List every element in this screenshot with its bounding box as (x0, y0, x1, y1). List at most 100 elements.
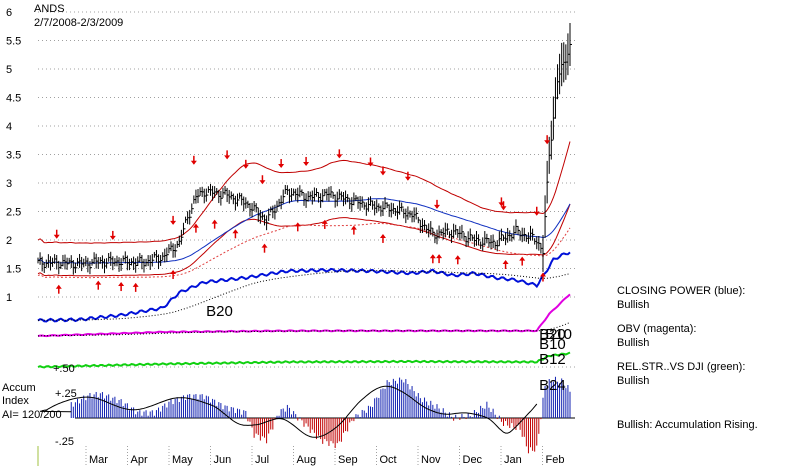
obv-line (37, 293, 571, 338)
price-bar (546, 160, 550, 204)
sell-arrow-head (224, 155, 231, 160)
x-tick-label: Sep (338, 454, 358, 466)
signal-label: B20 (539, 326, 566, 343)
sell-arrow-head (259, 180, 266, 185)
sell-arrow-head (404, 176, 411, 181)
price-bar (544, 195, 548, 238)
legend-label: OBV (magenta): (617, 323, 697, 335)
signal-label: B20 (206, 303, 233, 320)
legend-status: Bullish (617, 375, 650, 387)
y-tick-label: 4 (6, 121, 12, 133)
accum-label-1: Accum (2, 382, 36, 394)
price-bar (43, 262, 47, 273)
price-gridlines (38, 11, 575, 298)
price-bar (106, 258, 109, 269)
price-bar (180, 229, 184, 245)
y-tick-label: 4.5 (6, 93, 21, 105)
x-tick-label: Aug (297, 454, 317, 466)
buy-arrow-head (118, 282, 125, 287)
x-tick-label: May (172, 454, 193, 466)
legend-obv: OBV (magenta): Bullish (617, 322, 696, 350)
closing-power-ma (37, 270, 571, 321)
price-bar (301, 189, 304, 196)
legend-label: REL.STR..VS DJI (green): (617, 361, 746, 373)
chart-subtitle: 2/7/2008-2/3/2009 (34, 17, 123, 29)
price-bar (160, 255, 163, 266)
price-bar (120, 258, 124, 271)
price-bar (523, 227, 527, 242)
sell-arrow-head (109, 235, 116, 240)
price-bar (417, 216, 421, 224)
y-tick-label: 1.5 (6, 264, 21, 276)
time-axis: Mar Apr May Jun Jul Aug Sep Oct Nov Dec Jan Feb (37, 446, 565, 466)
accum-tick-pos: +.25 (55, 388, 77, 400)
signal-label: B12 (539, 351, 566, 368)
buy-arrow-head (350, 225, 357, 230)
x-tick-label: Nov (421, 454, 441, 466)
price-bar (74, 262, 78, 274)
rel-str-line (37, 351, 571, 369)
closing-power-line (37, 251, 571, 323)
x-tick-label: Jan (504, 454, 522, 466)
price-bar (330, 186, 334, 198)
buy-arrow-head (95, 280, 102, 285)
price-bar (401, 202, 404, 212)
x-tick-label: Apr (131, 454, 148, 466)
price-bar (191, 203, 194, 214)
buy-arrow-head (170, 270, 177, 275)
price-bar (517, 225, 521, 235)
y-tick-label: 2 (6, 235, 12, 247)
accum-label-3: AI= 120/200 (2, 409, 62, 421)
x-tick-label: Feb (546, 454, 565, 466)
price-bars (37, 22, 572, 275)
price-bar (461, 224, 464, 239)
sell-arrow-head (379, 171, 386, 176)
price-bar (478, 234, 481, 246)
rel-str-panel (37, 351, 575, 369)
price-bands (37, 141, 571, 279)
price-bar (274, 204, 277, 220)
price-bar (446, 223, 450, 235)
buy-arrow-head (55, 284, 62, 289)
accum-label-2: Index (2, 395, 29, 407)
y-tick-label: 5 (6, 64, 12, 76)
sell-arrow-head (303, 161, 310, 166)
sell-arrow-head (242, 164, 249, 169)
buy-arrow-head (261, 243, 268, 248)
price-bar (415, 207, 419, 220)
legend-rel-str: REL.STR..VS DJI (green): Bullish (617, 360, 745, 388)
price-bar (205, 188, 209, 202)
accum-ma-line (39, 385, 538, 438)
obv-panel (37, 293, 571, 338)
x-tick-label: Jul (255, 454, 269, 466)
buy-arrow-head (132, 282, 139, 287)
y-tick-label: 6 (6, 7, 12, 19)
x-tick-label: Mar (89, 454, 108, 466)
upper-band (37, 141, 571, 244)
summary-text: Bullish: Accumulation Rising. (617, 419, 758, 431)
sell-arrow-head (53, 234, 60, 239)
price-bar (569, 22, 572, 66)
closing-power-panel (37, 251, 571, 323)
moving-average (37, 198, 571, 264)
price-bar (432, 227, 435, 237)
price-bar (282, 189, 286, 204)
price-bar (266, 215, 269, 231)
buy-arrow-head (539, 272, 546, 277)
price-bar (469, 228, 473, 242)
x-tick-label: Jun (214, 454, 232, 466)
signal-label: B10 (545, 326, 572, 343)
buy-arrow-head (502, 259, 509, 264)
x-tick-label: Oct (380, 454, 397, 466)
buy-arrow-head (429, 254, 436, 259)
sell-arrow-head (190, 160, 197, 165)
x-tick-label: Dec (463, 454, 483, 466)
buy-arrow-head (519, 256, 526, 261)
buy-arrow-head (454, 255, 461, 260)
price-bar (268, 208, 271, 221)
price-bar (197, 189, 201, 204)
price-bar (361, 196, 365, 208)
sell-arrow-head (533, 211, 540, 216)
sell-arrow-head (336, 154, 343, 159)
